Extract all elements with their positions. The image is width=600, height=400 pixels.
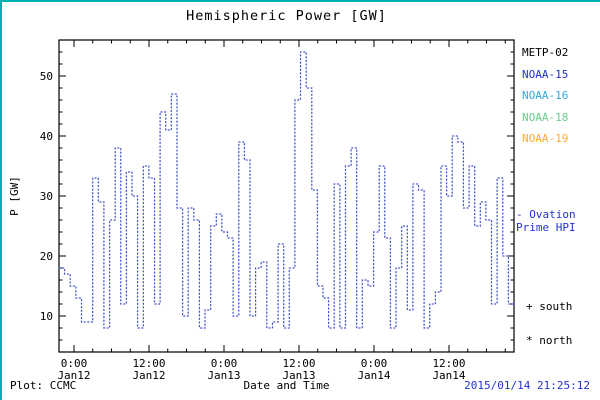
- legend-item-noaa-18: NOAA-18: [522, 110, 569, 124]
- ovation-annotation-line2: Prime HPI: [516, 221, 576, 234]
- legend-item-noaa-16: NOAA-16: [522, 89, 569, 102]
- svg-text:0:00: 0:00: [211, 357, 238, 370]
- svg-text:40: 40: [40, 130, 53, 143]
- svg-text:50: 50: [40, 70, 53, 83]
- south-marker-key: + south: [526, 300, 573, 313]
- legend-item-noaa-15: NOAA-15: [522, 67, 569, 81]
- svg-text:Jan13: Jan13: [207, 369, 240, 382]
- legend-item-metp-02: METP-02: [522, 46, 569, 59]
- svg-text:Jan12: Jan12: [132, 369, 165, 382]
- svg-text:Jan12: Jan12: [57, 369, 90, 382]
- ovation-annotation-line1: - Ovation: [516, 208, 576, 221]
- svg-text:Jan14: Jan14: [357, 369, 390, 382]
- svg-text:20: 20: [40, 250, 53, 263]
- svg-text:30: 30: [40, 190, 53, 203]
- satellite-legend: METP-02 NOAA-15 NOAA-16 NOAA-18 NOAA-19: [522, 42, 568, 150]
- svg-text:12:00: 12:00: [282, 357, 315, 370]
- svg-text:0:00: 0:00: [361, 357, 388, 370]
- legend-item-noaa-19: NOAA-19: [522, 132, 569, 145]
- svg-text:12:00: 12:00: [432, 357, 465, 370]
- svg-text:12:00: 12:00: [132, 357, 165, 370]
- plot-timestamp: 2015/01/14 21:25:12: [464, 379, 590, 392]
- svg-text:Jan13: Jan13: [282, 369, 315, 382]
- ovation-prime-annotation: - Ovation Prime HPI: [516, 208, 576, 234]
- svg-text:Jan14: Jan14: [432, 369, 465, 382]
- svg-text:10: 10: [40, 310, 53, 323]
- x-axis-label: Date and Time: [243, 379, 330, 392]
- plot-source-label: Plot: CCMC: [10, 379, 77, 392]
- chart-title: Hemispheric Power [GW]: [186, 8, 387, 24]
- svg-text:0:00: 0:00: [61, 357, 88, 370]
- north-marker-key: * north: [526, 334, 573, 347]
